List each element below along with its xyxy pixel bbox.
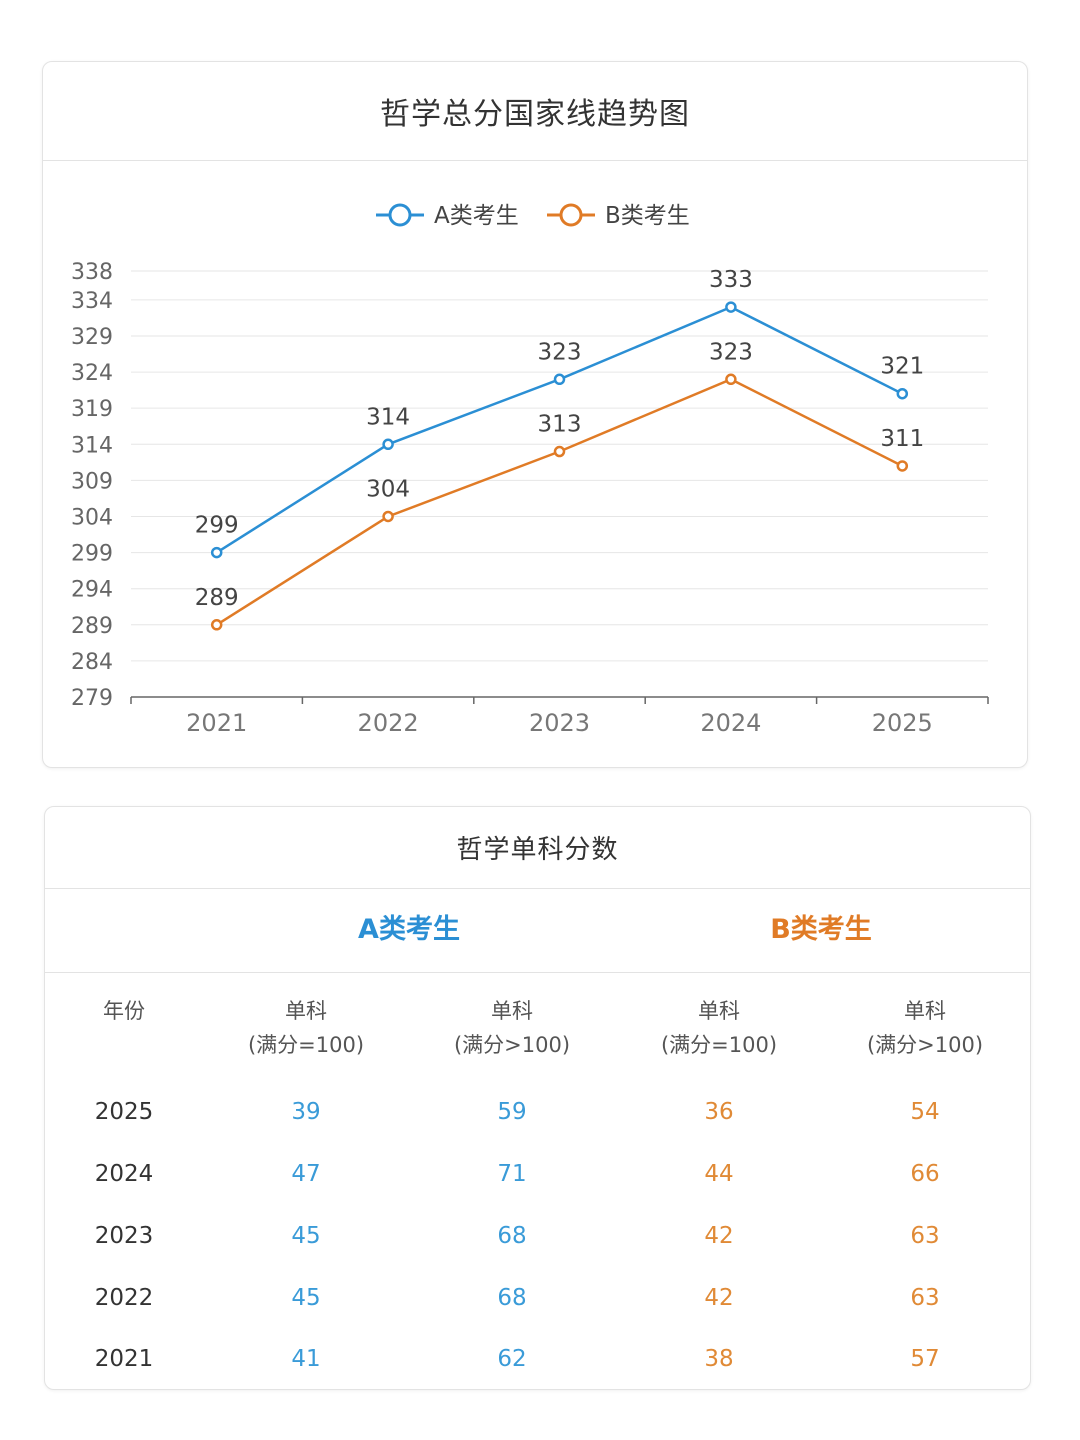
trend-line-chart: 338 334 329 324 319 314 309 304 299 294 289 284 279 2… bbox=[71, 203, 989, 737]
x-tick-label: 2021 bbox=[186, 709, 247, 737]
x-tick-label: 2023 bbox=[529, 709, 590, 737]
y-tick-label: 329 bbox=[71, 325, 113, 350]
cell-a1: 41 bbox=[291, 1346, 321, 1372]
y-tick-label: 294 bbox=[71, 578, 113, 603]
data-label: 321 bbox=[880, 354, 924, 380]
cell-b1: 42 bbox=[704, 1285, 734, 1311]
cell-a2: 68 bbox=[497, 1285, 527, 1311]
data-point bbox=[896, 387, 909, 400]
y-tick-label: 279 bbox=[71, 686, 113, 711]
legend-label: B类考生 bbox=[605, 203, 690, 229]
y-tick-label: 338 bbox=[71, 260, 113, 285]
data-label: 304 bbox=[366, 476, 410, 502]
cell-a1: 39 bbox=[291, 1099, 321, 1125]
x-tick-label: 2022 bbox=[358, 709, 419, 737]
data-point bbox=[382, 438, 394, 451]
y-tick-label: 314 bbox=[71, 433, 113, 458]
y-tick-label: 289 bbox=[71, 614, 113, 639]
cell-a2: 71 bbox=[497, 1161, 527, 1187]
data-point bbox=[725, 301, 737, 313]
data-point bbox=[382, 510, 394, 523]
y-tick-label: 324 bbox=[71, 361, 113, 386]
cell-a1: 45 bbox=[291, 1285, 321, 1311]
data-point bbox=[553, 445, 566, 458]
table-title: 哲学单科分数 bbox=[45, 807, 1030, 889]
data-label: 311 bbox=[880, 426, 924, 452]
legend-marker-icon bbox=[388, 203, 412, 227]
cell-a2: 59 bbox=[497, 1099, 527, 1125]
group-a-label: A类考生 bbox=[358, 914, 460, 945]
cell-b2: 63 bbox=[910, 1285, 940, 1311]
col-header-year: 年份 bbox=[103, 999, 145, 1023]
y-tick-label: 299 bbox=[71, 542, 113, 567]
chart-title: 哲学总分国家线趋势图 bbox=[43, 62, 1027, 161]
x-tick-label: 2024 bbox=[700, 709, 761, 737]
cell-year: 2024 bbox=[94, 1161, 154, 1187]
data-label: 323 bbox=[538, 339, 582, 365]
cell-b2: 66 bbox=[910, 1161, 940, 1187]
cell-a2: 68 bbox=[497, 1223, 527, 1249]
group-header-row: A类考生 B类考生 bbox=[45, 889, 1030, 973]
data-point bbox=[210, 546, 223, 559]
score-table-card: 哲学单科分数 A类考生 B类考生 年份 单科 (满分=100) 单科 (满分>1… bbox=[44, 806, 1031, 1390]
col-header-b1: 单科 (满分=100) bbox=[660, 999, 778, 1057]
data-point bbox=[210, 619, 223, 631]
data-label: 333 bbox=[709, 267, 753, 293]
cell-a2: 62 bbox=[497, 1346, 527, 1372]
trend-chart-card: 哲学总分国家线趋势图 338 334 329 324 319 314 309 304 299 29… bbox=[42, 61, 1028, 768]
legend-label: A类考生 bbox=[434, 203, 519, 229]
cell-year: 2022 bbox=[94, 1285, 154, 1311]
data-point bbox=[896, 460, 909, 472]
cell-b1: 44 bbox=[704, 1161, 734, 1187]
cell-b1: 38 bbox=[704, 1346, 734, 1372]
col-header-b2: 单科 (满分>100) bbox=[866, 999, 984, 1057]
y-tick-label: 309 bbox=[71, 469, 113, 494]
col-header-a1: 单科 (满分=100) bbox=[247, 999, 365, 1057]
cell-b2: 57 bbox=[910, 1346, 940, 1372]
cell-b1: 36 bbox=[704, 1099, 734, 1125]
cell-b2: 63 bbox=[910, 1223, 940, 1249]
data-label: 323 bbox=[709, 339, 753, 365]
col-header-a2: 单科 (满分>100) bbox=[453, 999, 571, 1057]
cell-year: 2023 bbox=[94, 1223, 154, 1249]
data-label: 313 bbox=[538, 412, 582, 438]
data-label: 289 bbox=[195, 585, 239, 611]
data-label: 314 bbox=[366, 404, 410, 430]
cell-year: 2025 bbox=[94, 1099, 154, 1125]
cell-year: 2021 bbox=[94, 1346, 154, 1372]
cell-a1: 47 bbox=[291, 1161, 321, 1187]
legend-marker-icon bbox=[559, 203, 583, 227]
cell-b2: 54 bbox=[910, 1099, 940, 1125]
y-tick-label: 284 bbox=[71, 650, 113, 675]
group-b-label: B类考生 bbox=[770, 914, 872, 945]
data-point bbox=[725, 373, 737, 386]
x-tick-label: 2025 bbox=[872, 709, 933, 737]
y-tick-label: 334 bbox=[71, 289, 113, 314]
y-tick-label: 304 bbox=[71, 505, 113, 530]
data-label: 299 bbox=[195, 513, 239, 539]
cell-b1: 42 bbox=[704, 1223, 734, 1249]
data-point bbox=[553, 373, 566, 386]
cell-a1: 45 bbox=[291, 1223, 321, 1249]
y-tick-label: 319 bbox=[71, 397, 113, 422]
